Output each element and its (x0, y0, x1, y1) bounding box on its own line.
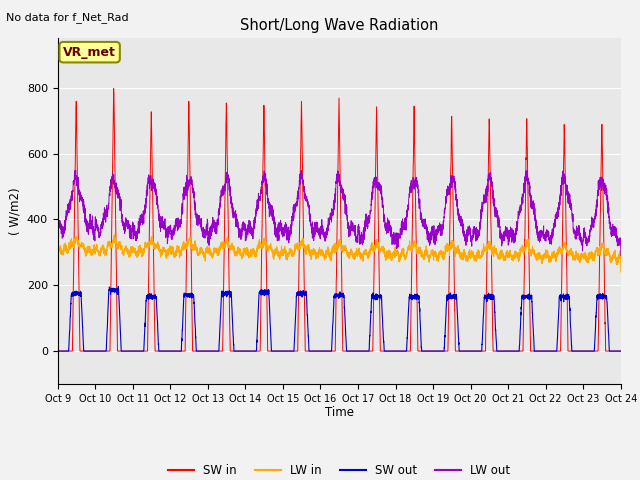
SW out (466, 348, 474, 354)
SW out (54, 348, 61, 354)
SW in (435, 348, 442, 354)
LW out (435, 226, 442, 232)
Line: SW out: SW out (58, 287, 621, 351)
SW out (498, 348, 506, 354)
Line: LW out: LW out (58, 170, 621, 256)
SW in (616, 348, 624, 354)
Text: No data for f_Net_Rad: No data for f_Net_Rad (6, 12, 129, 23)
SW in (110, 86, 118, 92)
LW in (155, 247, 163, 253)
SW in (617, 348, 625, 354)
SW in (155, 348, 163, 354)
SW out (435, 348, 442, 354)
LW in (54, 247, 61, 252)
LW out (498, 236, 506, 242)
LW out (466, 225, 474, 231)
SW in (466, 348, 474, 354)
Y-axis label: ( W/m2): ( W/m2) (8, 187, 21, 235)
LW in (466, 252, 474, 258)
LW out (54, 224, 61, 229)
LW out (617, 253, 625, 259)
Legend: SW in, LW in, SW out, LW out: SW in, LW in, SW out, LW out (163, 459, 515, 480)
LW in (498, 251, 506, 256)
LW in (616, 248, 624, 253)
Text: VR_met: VR_met (63, 46, 116, 59)
LW in (617, 269, 625, 275)
SW in (54, 348, 61, 354)
SW in (319, 348, 326, 354)
LW in (435, 254, 442, 260)
Title: Short/Long Wave Radiation: Short/Long Wave Radiation (240, 18, 438, 33)
LW out (319, 223, 326, 229)
Line: SW in: SW in (58, 89, 621, 351)
SW in (498, 348, 506, 354)
X-axis label: Time: Time (324, 407, 354, 420)
SW out (616, 348, 624, 354)
SW out (319, 348, 326, 354)
SW out (115, 284, 122, 289)
LW in (111, 232, 118, 238)
Line: LW in: LW in (58, 235, 621, 272)
LW out (155, 217, 163, 223)
LW out (616, 237, 624, 243)
SW out (155, 348, 163, 354)
LW out (298, 168, 305, 173)
SW out (617, 348, 625, 354)
LW in (319, 249, 326, 254)
